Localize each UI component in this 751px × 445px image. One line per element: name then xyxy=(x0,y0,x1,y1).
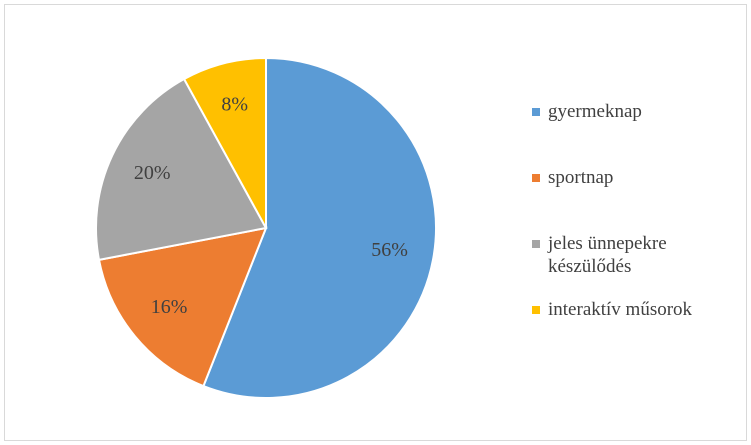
legend-item: jeles ünnepekre készülődés xyxy=(532,232,742,298)
legend-swatch xyxy=(532,306,540,314)
legend-label: jeles ünnepekre készülődés xyxy=(548,233,667,277)
legend-swatch xyxy=(532,240,540,248)
legend-item: gyermeknap xyxy=(532,100,742,166)
chart-border xyxy=(4,4,747,441)
pie-slice xyxy=(95,77,268,262)
legend-swatch xyxy=(532,108,540,116)
data-label: 8% xyxy=(221,94,248,116)
pie-slice xyxy=(202,56,437,399)
data-label: 56% xyxy=(371,239,408,261)
pie-slice xyxy=(97,226,268,388)
data-label: 20% xyxy=(134,162,171,184)
pie-slice xyxy=(182,56,267,229)
legend-swatch xyxy=(532,174,540,182)
legend-label: sportnap xyxy=(548,167,614,188)
legend-item: interaktív műsorok xyxy=(532,298,742,364)
data-label: 16% xyxy=(151,296,188,318)
legend-item: sportnap xyxy=(532,166,742,232)
legend-label: interaktív műsorok xyxy=(548,299,693,320)
legend: gyermeknap sportnap jeles ünnepekre készül… xyxy=(532,100,742,364)
legend-label: gyermeknap xyxy=(548,101,642,122)
